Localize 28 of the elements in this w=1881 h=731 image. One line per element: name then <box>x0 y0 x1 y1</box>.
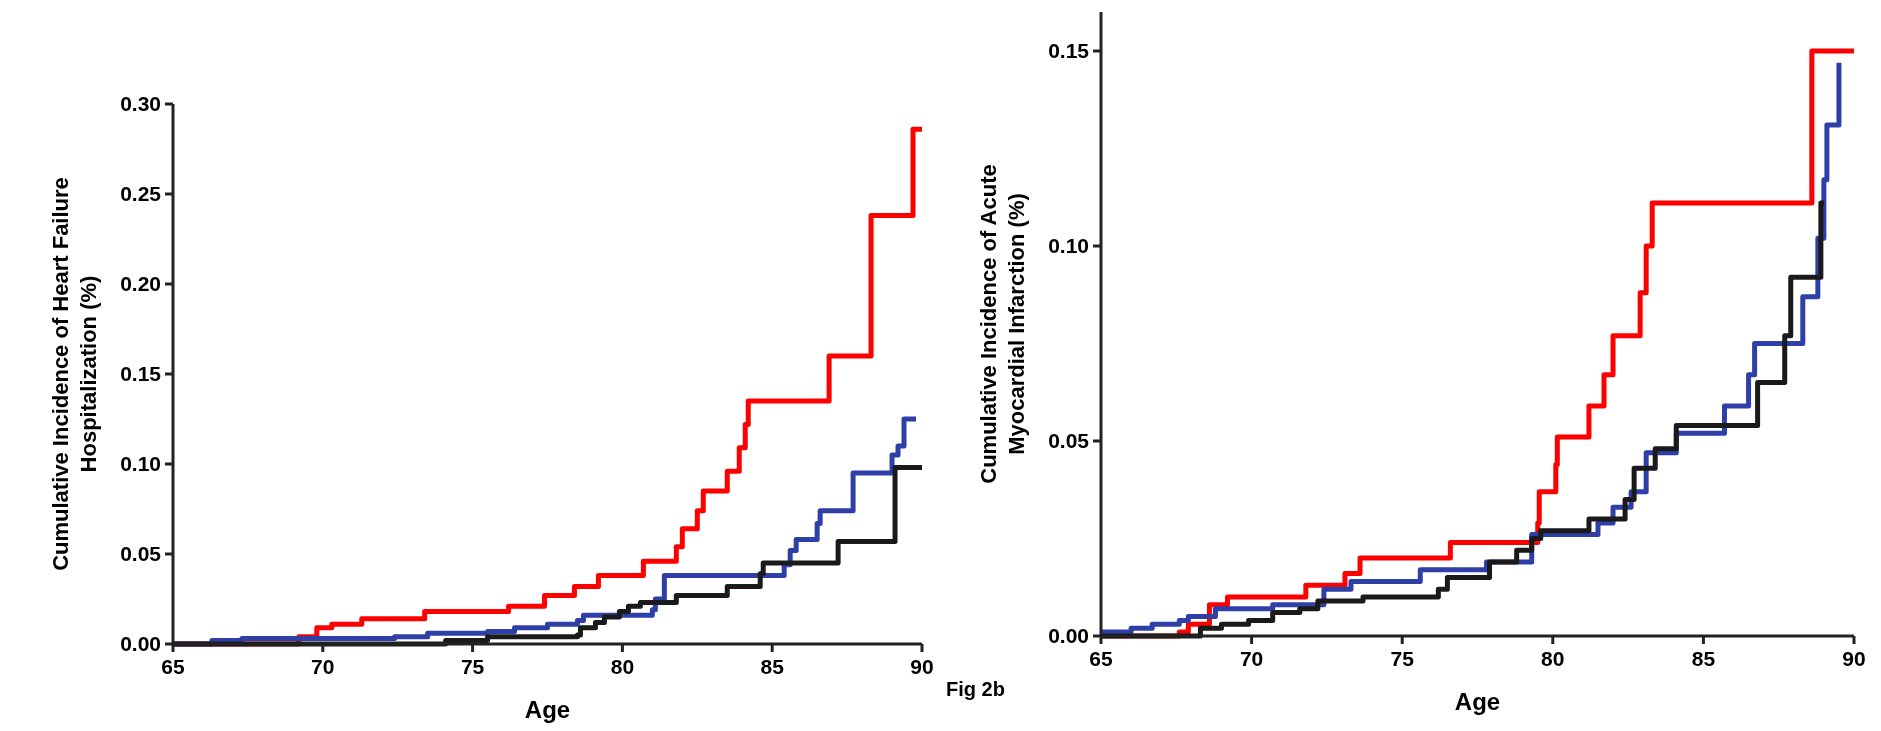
caption: Fig 2b <box>946 678 1005 700</box>
y-axis-title: Cumulative Incidence of Acute Myocardial Infarction (%) <box>976 164 1029 484</box>
y-tick-label: 0.30 <box>120 92 161 116</box>
x-tick-label: 80 <box>610 655 635 678</box>
y-tick-label: 0.05 <box>120 542 162 566</box>
y-tick-label: 0.00 <box>1048 624 1089 648</box>
y-tick-label: 0.05 <box>1048 429 1090 453</box>
y-tick-label: 0.00 <box>120 632 161 656</box>
y-tick-label: 0.15 <box>120 362 162 386</box>
x-axis-title: Age <box>524 696 571 723</box>
x-tick-label: 75 <box>1390 647 1415 670</box>
y-axis-title: Cumulative Incidence of Heart Failure Hospitalization (%) <box>48 177 101 571</box>
x-tick-label: 85 <box>1691 647 1716 670</box>
x-tick-label: 90 <box>910 655 934 678</box>
y-tick-label: 0.10 <box>120 452 161 476</box>
x-tick-label: 85 <box>760 655 785 678</box>
x-tick-label: 70 <box>311 655 335 678</box>
x-tick-label: 75 <box>460 655 485 678</box>
y-tick-label: 0.20 <box>120 272 161 296</box>
x-axis-title: Age <box>1454 688 1501 715</box>
x-tick-label: 65 <box>161 655 185 678</box>
y-tick-label: 0.10 <box>1048 234 1089 258</box>
x-tick-label: 90 <box>1842 647 1866 670</box>
x-tick-label: 65 <box>1089 647 1113 670</box>
y-tick-label: 0.25 <box>120 182 162 206</box>
x-tick-label: 70 <box>1239 647 1264 670</box>
y-tick-label: 0.15 <box>1048 39 1090 63</box>
x-tick-label: 80 <box>1541 647 1565 670</box>
